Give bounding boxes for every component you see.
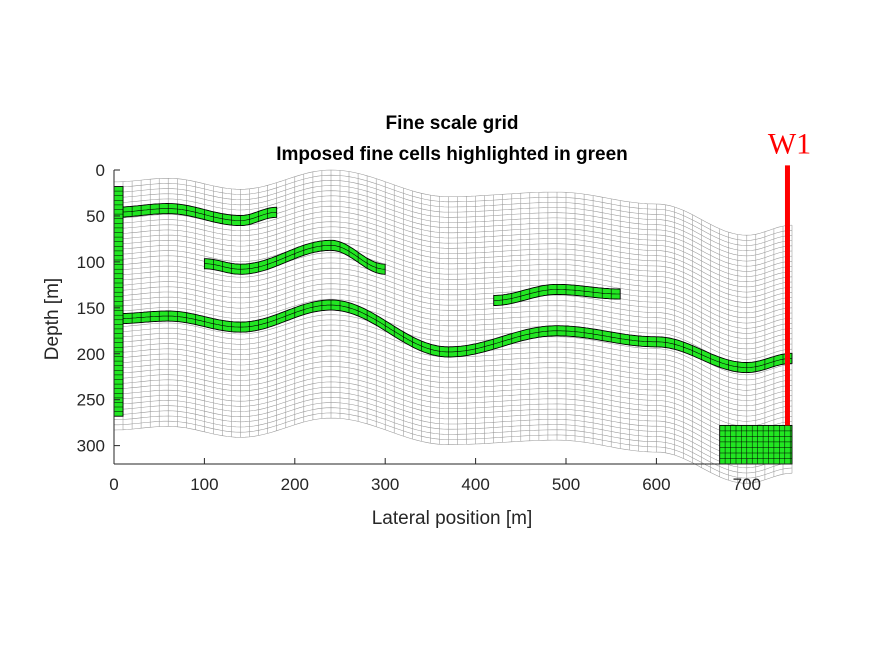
well-label: W1 [768,127,811,160]
y-tick-label: 200 [77,345,105,364]
x-tick-label: 400 [461,475,489,494]
y-axis-label: Depth [m] [42,278,63,360]
highlighted-column-cell-edges [114,190,124,412]
mesh-horizontal-lines [113,169,793,484]
highlighted-block [719,424,793,465]
y-tick-label: 250 [77,391,105,410]
highlighted-layer-3 [113,299,793,374]
y-tick-label: 0 [96,161,105,180]
y-tick-label: 300 [77,437,105,456]
highlighted-layer-4 [493,283,621,306]
highlighted-cell-edges [204,240,386,275]
highlighted-band [493,283,621,306]
x-tick-label: 700 [733,475,761,494]
y-tick-label: 100 [77,253,105,272]
y-tick-label: 150 [77,299,105,318]
x-axis-label: Lateral position [m] [372,508,533,529]
highlighted-column [113,186,124,417]
y-tick-label: 50 [86,207,105,226]
axes: 0 100 200 300 400 500 600 700 0 50 100 150 200 250 300 [77,161,792,494]
x-tick-label: 600 [642,475,670,494]
highlighted-cells [113,186,793,465]
x-tick-label: 300 [371,475,399,494]
highlighted-cell-edges [493,284,621,305]
x-tick-label: 200 [281,475,309,494]
well-layer: W1 [768,127,811,426]
x-tick-label: 100 [190,475,218,494]
x-tick-label: 0 [109,475,118,494]
chart-title-line-1: Fine scale grid [385,113,518,134]
x-tick-label: 500 [552,475,580,494]
highlighted-layer-2 [203,239,386,275]
highlighted-block-cell-edges [719,425,792,464]
chart-title-line-2: Imposed fine cells highlighted in green [276,144,628,165]
highlighted-band [113,299,793,374]
